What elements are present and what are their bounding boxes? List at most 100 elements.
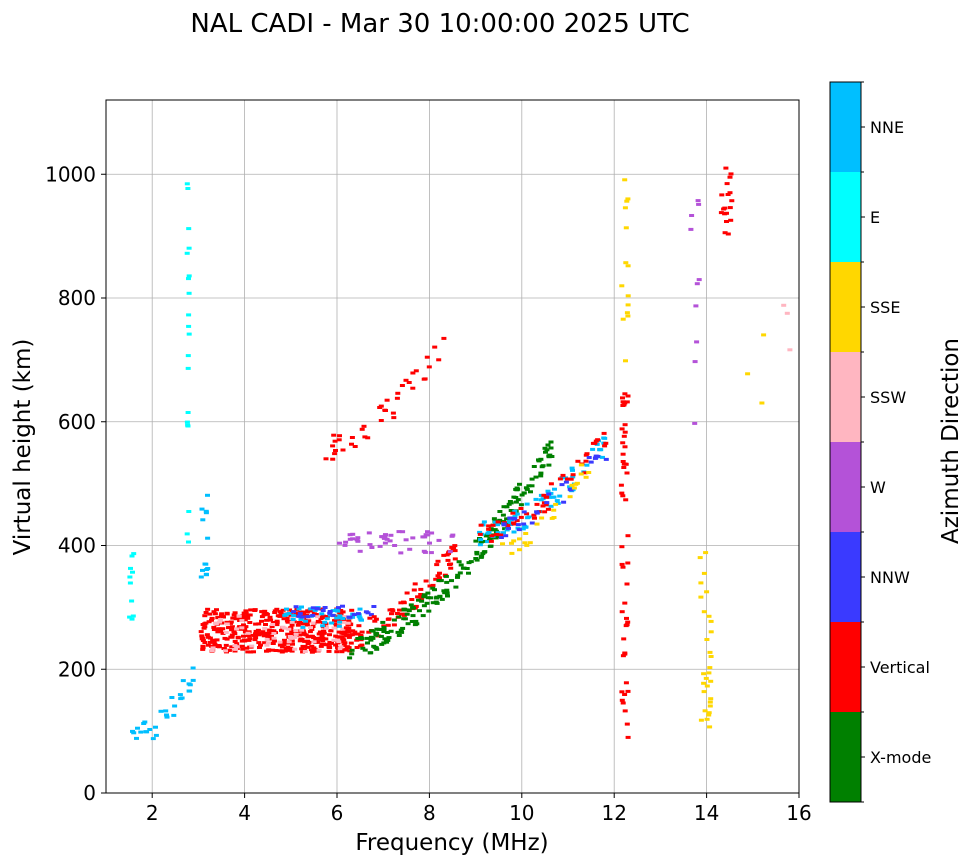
data-point [264,638,270,642]
data-point [218,629,224,633]
data-point [504,517,510,521]
colorbar-tick-label: X-mode [870,748,931,767]
data-point [234,642,240,646]
data-point [257,632,263,635]
data-point [413,604,419,608]
data-point [444,580,450,584]
data-point [402,617,408,621]
data-point [399,630,405,634]
data-point [515,498,521,502]
data-point [184,532,190,536]
data-point [293,629,299,632]
data-point [239,626,245,630]
data-point [270,648,275,652]
data-point [517,482,522,486]
data-point [293,632,299,636]
data-point [263,612,269,615]
data-point [425,591,431,595]
data-point [214,608,219,612]
data-point [708,619,714,623]
data-point [413,369,419,373]
colorbar: X-mode Vertical NNW W SSW SSE E NNE [829,81,931,803]
data-point [693,304,699,308]
data-point [337,541,342,545]
data-point [345,621,351,625]
data-point [625,314,631,318]
data-point [517,537,522,541]
data-point [439,597,445,601]
data-point [303,619,309,623]
data-point [328,629,334,633]
data-point [449,534,455,538]
data-point [518,507,524,510]
data-point [262,627,268,630]
data-point [288,646,294,650]
data-point [275,614,281,618]
colorbar-segment [830,82,861,172]
data-point [224,622,230,626]
data-point [621,403,627,407]
data-point [127,581,133,585]
colorbar-segment [830,622,861,712]
data-point [187,683,193,687]
data-point [274,621,280,625]
data-point [419,599,425,603]
data-point [350,532,356,536]
cluster-scatter-1.5 [127,552,137,621]
data-point [394,396,400,400]
data-point [701,672,707,676]
colorbar-tick-label: W [870,478,886,497]
data-point [327,610,333,613]
data-point [331,638,337,642]
plot-frame [105,99,800,794]
cluster-scatter-15 [745,333,767,405]
data-point [342,543,348,547]
data-point [619,545,625,549]
data-point [420,535,426,539]
data-point [286,640,292,644]
data-point [336,624,342,628]
data-point [701,681,707,685]
data-point [573,482,579,486]
data-point [298,617,304,621]
data-point [450,548,456,552]
y-tick-label: 600 [58,410,96,434]
data-point [355,539,361,543]
data-point [619,562,625,566]
data-point [274,607,280,611]
colorbar-frame [829,81,862,803]
data-point [336,606,341,610]
data-point [478,540,484,544]
data-point [531,513,537,517]
data-point [347,633,353,637]
data-point [511,522,517,526]
y-axis-label: Virtual height (km) [10,339,36,556]
data-point [708,655,714,658]
data-point [412,582,418,586]
x-tick-label: 16 [786,801,811,825]
data-point [395,391,401,395]
data-point [422,377,428,381]
data-point [127,615,133,619]
data-point [259,615,265,619]
data-point [405,622,411,626]
data-point [242,618,248,622]
data-point [376,627,382,631]
data-point [407,547,413,551]
data-point [321,629,327,633]
data-point [184,420,190,424]
data-point [473,539,479,543]
data-point [383,409,388,412]
data-point [443,574,449,578]
data-point [347,537,353,541]
data-point [243,609,249,613]
data-point [138,730,144,734]
data-point [486,527,492,531]
data-point [401,613,407,617]
data-point [373,633,379,637]
data-point [449,579,454,583]
data-point [550,495,556,499]
data-point [339,650,345,654]
data-point [545,489,551,493]
